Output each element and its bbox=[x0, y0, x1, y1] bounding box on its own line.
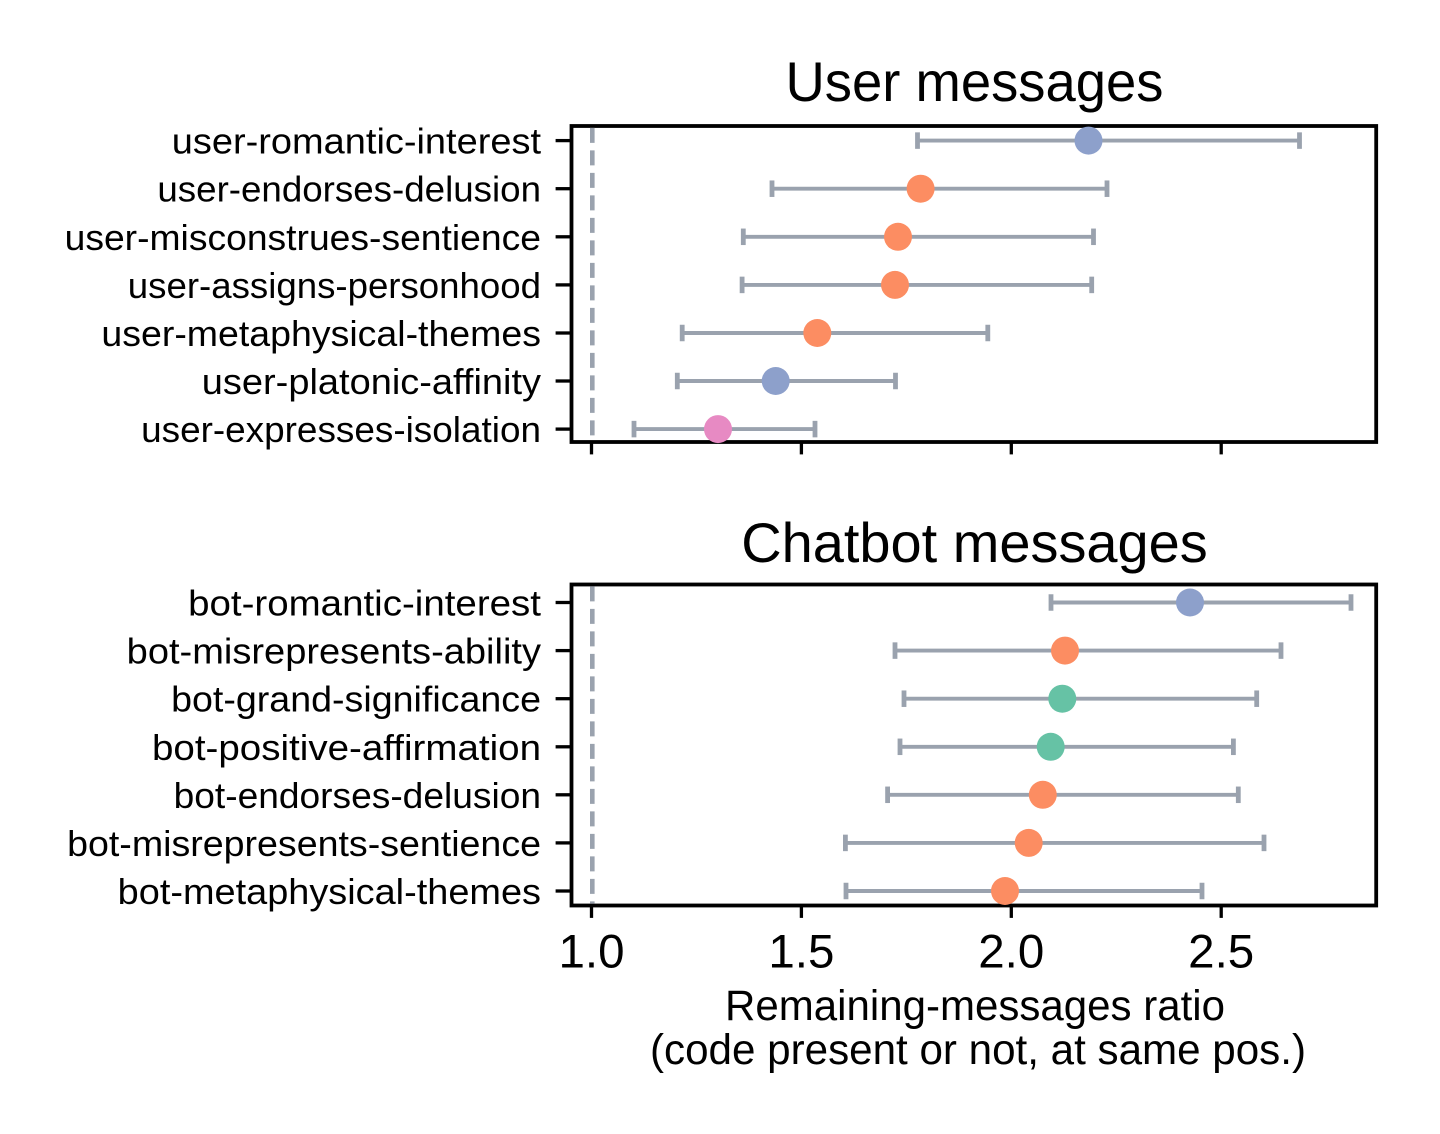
svg-text:user-endorses-delusion: user-endorses-delusion bbox=[157, 169, 541, 210]
svg-text:1.0: 1.0 bbox=[558, 926, 624, 979]
svg-text:Chatbot messages: Chatbot messages bbox=[741, 511, 1208, 574]
svg-text:bot-grand-significance: bot-grand-significance bbox=[171, 679, 541, 720]
svg-text:User messages: User messages bbox=[786, 50, 1164, 113]
svg-text:bot-endorses-delusion: bot-endorses-delusion bbox=[174, 775, 541, 816]
svg-text:bot-misrepresents-ability: bot-misrepresents-ability bbox=[127, 631, 542, 672]
svg-text:bot-misrepresents-sentience: bot-misrepresents-sentience bbox=[67, 823, 541, 864]
svg-text:Remaining-messages ratio: Remaining-messages ratio bbox=[725, 982, 1225, 1030]
svg-text:bot-romantic-interest: bot-romantic-interest bbox=[188, 583, 541, 624]
svg-text:bot-positive-affirmation: bot-positive-affirmation bbox=[152, 727, 541, 768]
svg-text:user-romantic-interest: user-romantic-interest bbox=[172, 121, 541, 162]
svg-text:bot-metaphysical-themes: bot-metaphysical-themes bbox=[118, 871, 541, 912]
svg-text:user-metaphysical-themes: user-metaphysical-themes bbox=[101, 313, 541, 354]
svg-text:user-assigns-personhood: user-assigns-personhood bbox=[128, 265, 541, 306]
svg-text:user-misconstrues-sentience: user-misconstrues-sentience bbox=[65, 217, 541, 258]
svg-text:1.5: 1.5 bbox=[768, 926, 834, 979]
svg-text:2.0: 2.0 bbox=[978, 926, 1044, 979]
svg-text:(code present or not, at same: (code present or not, at same pos.) bbox=[650, 1026, 1306, 1074]
svg-text:2.5: 2.5 bbox=[1188, 926, 1254, 979]
svg-text:user-expresses-isolation: user-expresses-isolation bbox=[141, 409, 541, 450]
svg-text:user-platonic-affinity: user-platonic-affinity bbox=[202, 361, 542, 402]
